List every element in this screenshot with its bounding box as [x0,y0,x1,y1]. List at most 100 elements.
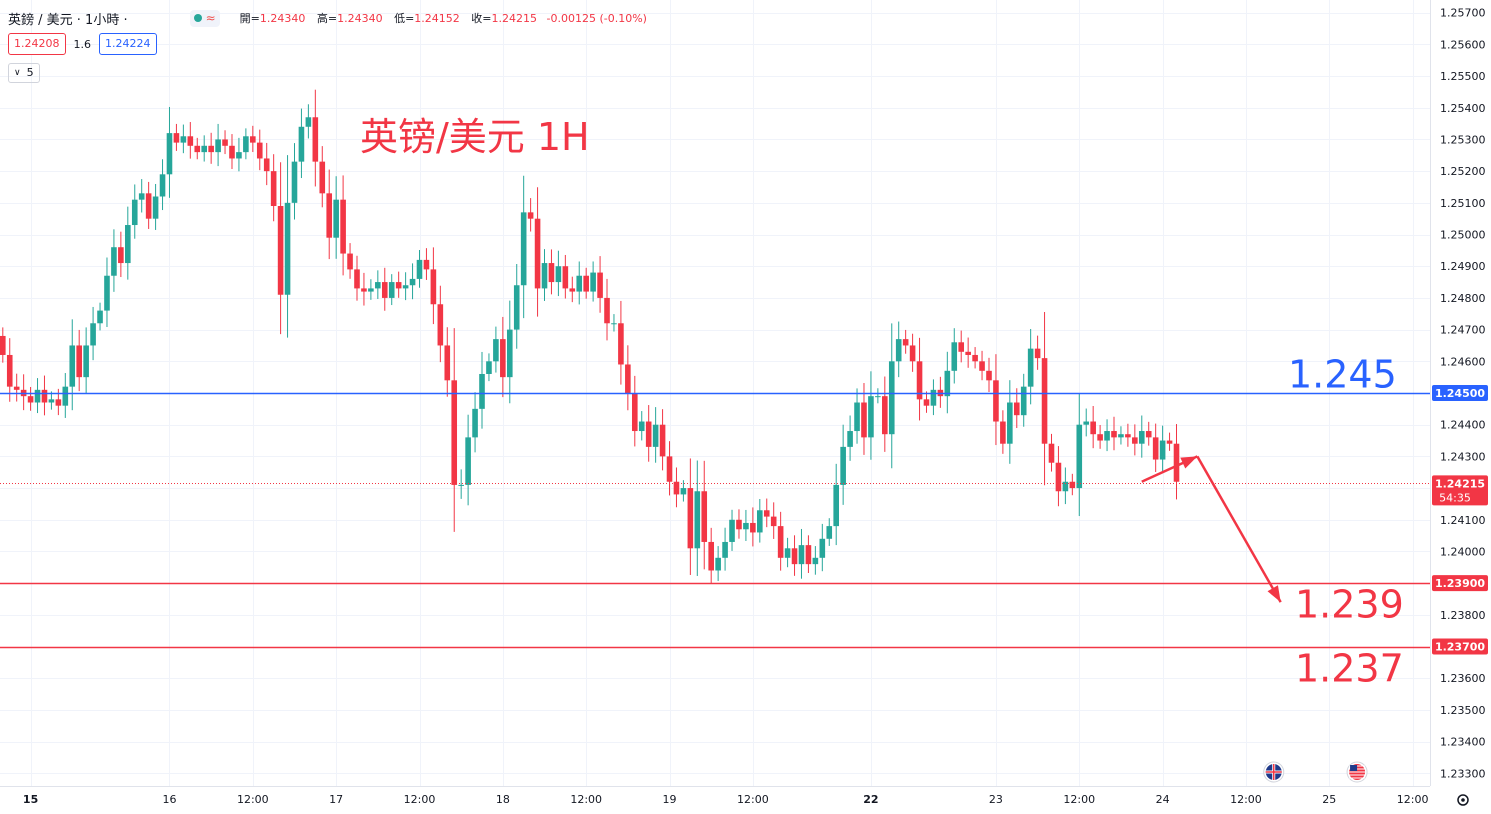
price-tick-label: 1.23600 [1440,672,1486,685]
candle-body [145,193,152,219]
price-tick-label: 1.25000 [1440,229,1486,242]
candle [125,206,131,280]
candle [555,250,562,297]
candle-body [826,526,833,539]
candle [451,328,458,532]
candle [0,327,6,363]
candle-body [13,386,20,390]
candle-body [513,285,520,330]
candle [118,231,124,278]
indicators-toggle-button[interactable]: ∨ 5 [8,63,40,83]
candle-body [986,370,992,381]
candle-body [687,488,694,549]
candle-body [1027,348,1034,387]
candle [590,261,596,302]
ohlc-high-label: 高= [316,12,338,25]
sell-price-button[interactable]: 1.24208 [8,33,66,55]
candle [576,261,583,305]
gear-icon[interactable] [1457,794,1469,806]
candle [777,511,784,571]
candle-body [861,402,867,438]
current-price-tag-label: 1.24215 [1435,477,1485,490]
candle-body [993,380,999,422]
candle-body [548,263,555,283]
candle [770,502,777,539]
candle [388,274,395,306]
candle [145,181,152,229]
candle-body [645,421,652,447]
time-tick-label: 12:00 [237,793,269,806]
symbol-title[interactable]: 英鎊 / 美元 · 1小時 · [8,12,128,28]
candle [444,327,451,397]
candle-body [611,323,617,325]
candle-body [1132,437,1138,444]
candle-body [76,345,82,378]
candle-body [243,136,249,153]
candle [270,154,277,222]
level-label: 1.239 [1295,583,1404,627]
candle-body [666,456,673,482]
candle [888,323,895,469]
candle [131,184,138,239]
candle-body [819,538,826,558]
candle [673,467,680,508]
us-flag-icon[interactable] [1346,761,1368,783]
candle [243,128,249,160]
candle-body [909,345,916,362]
candle-body [1062,481,1069,492]
candle [666,441,673,496]
candle-body [652,424,659,447]
market-open-dot-icon [193,14,202,22]
candle [736,509,742,539]
price-tick-label: 1.25300 [1440,133,1486,146]
time-tick-label: 12:00 [1230,793,1262,806]
candle-body [965,351,971,355]
candle-body [451,380,458,485]
candle [958,330,965,363]
candle [791,535,798,576]
candle [479,351,485,429]
buy-price-button[interactable]: 1.24224 [99,33,157,55]
candle-body [694,491,701,549]
candle-body [55,399,62,406]
uk-flag-icon[interactable] [1263,761,1285,783]
candle [194,137,201,160]
candle-body [305,117,312,127]
candle [375,270,381,299]
candle [826,518,833,546]
candle [347,243,353,279]
candle [312,89,319,187]
candle [368,279,374,300]
candle-body [229,145,235,159]
candle [1048,433,1055,472]
candle-body [1055,462,1062,492]
spread-value: 1.6 [73,37,92,51]
candle [1083,408,1090,437]
candle-body [423,259,430,270]
candle-body [805,545,812,565]
projection-arrows [1141,455,1282,603]
candle-body [256,142,263,159]
candle [354,255,360,301]
market-status[interactable]: ≈ [189,9,220,27]
ohlc-close-value: 1.24215 [491,12,538,25]
candle [652,407,659,463]
candle [222,130,228,155]
candle-body [1111,431,1117,438]
candle [882,376,888,452]
price-tick-label: 1.25100 [1440,197,1486,210]
candle-body [1145,431,1152,438]
time-tick-label: 17 [329,793,343,806]
candle-body [916,361,923,400]
candle-body [166,133,173,175]
candle-body [326,193,333,238]
candle [326,169,333,260]
candle [930,379,937,416]
candle [62,373,69,418]
arrow-head [1267,585,1281,603]
candle-body [1159,440,1166,460]
ohlc-high-value: 1.24340 [337,12,383,25]
countdown-label: 54:35 [1439,491,1471,504]
candle [701,460,708,570]
